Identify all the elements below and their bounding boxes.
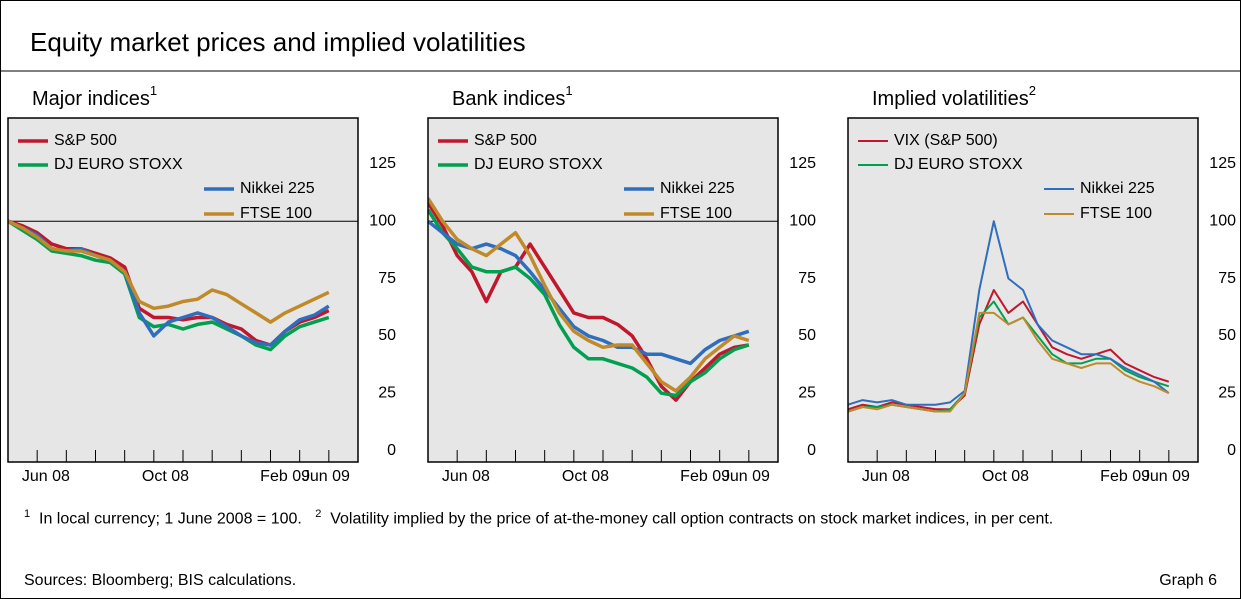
x-tick-label: Jun 09 (1142, 468, 1190, 485)
footnote-block: 1 In local currency; 1 June 2008 = 100. … (24, 498, 1214, 535)
legend-label: DJ EURO STOXX (894, 156, 1023, 173)
x-tick-label: Jun 08 (22, 468, 70, 485)
y-tick-label: 25 (378, 384, 396, 401)
footnote-marker: 1 (24, 508, 31, 520)
panel-title-note: 1 (150, 83, 157, 98)
x-tick-label: Oct 08 (562, 468, 609, 485)
series-line (848, 220, 1170, 406)
panel-title: Bank indices1 (452, 83, 573, 110)
x-tick-label: Jun 09 (302, 468, 350, 485)
x-tick-label: Oct 08 (142, 468, 189, 485)
y-tick-label: 125 (1209, 155, 1236, 172)
y-tick-label: 100 (1209, 212, 1236, 229)
panel-title-note: 2 (1029, 83, 1036, 98)
x-tick-label: Oct 08 (982, 468, 1029, 485)
panel-title-text: Major indices (32, 88, 150, 110)
y-tick-label: 50 (378, 327, 396, 344)
x-tick-label: Jun 09 (722, 468, 770, 485)
panel-title-text: Implied volatilities (872, 88, 1029, 110)
legend-label: DJ EURO STOXX (54, 156, 183, 173)
series-line (428, 197, 750, 393)
y-tick-label: 100 (789, 212, 816, 229)
legend-label: Nikkei 225 (660, 180, 735, 197)
y-tick-label: 50 (1218, 327, 1236, 344)
x-tick-label: Jun 08 (442, 468, 490, 485)
y-tick-label: 100 (369, 212, 396, 229)
legend-label: Nikkei 225 (240, 180, 315, 197)
series-line (848, 311, 1170, 413)
y-tick-label: 75 (798, 270, 816, 287)
y-tick-label: 125 (789, 155, 816, 172)
series-line (8, 219, 330, 324)
legend-label: DJ EURO STOXX (474, 156, 603, 173)
footnote: Volatility implied by the price of at-th… (330, 510, 1054, 528)
y-tick-label: 0 (387, 442, 396, 459)
graph-label: Graph 6 (1159, 572, 1217, 589)
y-tick-label: 25 (1218, 384, 1236, 401)
legend-label: VIX (S&P 500) (894, 132, 998, 149)
legend-label: FTSE 100 (240, 205, 312, 222)
legend-label: Nikkei 225 (1080, 180, 1155, 197)
legend-label: FTSE 100 (660, 205, 732, 222)
footnote: In local currency; 1 June 2008 = 100. (39, 510, 302, 528)
y-tick-label: 25 (798, 384, 816, 401)
y-tick-label: 0 (807, 442, 816, 459)
plot-area (8, 118, 358, 462)
plot-border (7, 117, 359, 463)
sources: Sources: Bloomberg; BIS calculations. (24, 572, 297, 589)
footnote-marker: 2 (315, 508, 322, 520)
legend-label: S&P 500 (54, 132, 117, 149)
x-tick-label: Feb 09 (680, 468, 730, 485)
x-tick-label: Feb 09 (1100, 468, 1150, 485)
x-tick-label: Jun 08 (862, 468, 910, 485)
legend-label: S&P 500 (474, 132, 537, 149)
footnotes: 1 In local currency; 1 June 2008 = 100. … (24, 498, 1214, 535)
panel-title-text: Bank indices (452, 88, 565, 110)
y-tick-label: 50 (798, 327, 816, 344)
plot-border (427, 117, 779, 463)
series-line (428, 219, 750, 366)
y-tick-label: 0 (1227, 442, 1236, 459)
panel-title: Major indices1 (32, 83, 157, 110)
y-tick-label: 75 (378, 270, 396, 287)
legend-label: FTSE 100 (1080, 205, 1152, 222)
x-tick-label: Feb 09 (260, 468, 310, 485)
page-title: Equity market prices and implied volatil… (30, 27, 526, 57)
panel-title-note: 1 (565, 83, 572, 98)
y-tick-label: 75 (1218, 270, 1236, 287)
series-line (428, 208, 750, 398)
y-tick-label: 125 (369, 155, 396, 172)
plot-area (428, 118, 778, 462)
panel-title: Implied volatilities2 (872, 83, 1036, 110)
plot-border (847, 117, 1199, 463)
